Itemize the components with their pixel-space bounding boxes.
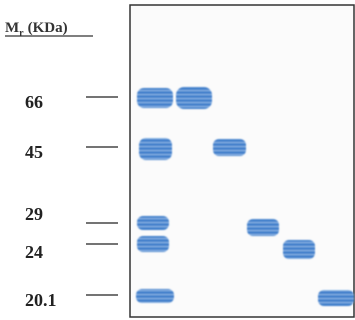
- band: [139, 138, 172, 160]
- band: [318, 290, 354, 306]
- band: [283, 240, 315, 259]
- band: [136, 289, 174, 303]
- marker-label: 45: [25, 142, 43, 162]
- header-unit: (KDa): [28, 20, 68, 36]
- band: [137, 88, 173, 108]
- marker-label: 29: [25, 204, 43, 224]
- header-symbol: M: [5, 20, 19, 36]
- band: [247, 219, 279, 236]
- band: [176, 87, 212, 109]
- marker-label: 20.1: [25, 290, 57, 310]
- band: [137, 216, 169, 230]
- band: [213, 139, 246, 156]
- gel: [130, 5, 354, 317]
- band: [137, 236, 169, 252]
- marker-label: 24: [25, 242, 43, 262]
- marker-label: 66: [25, 92, 43, 112]
- header-subscript: r: [19, 28, 24, 39]
- gel-figure: Mr (KDa) 66 45 29 24 20.1: [0, 0, 355, 320]
